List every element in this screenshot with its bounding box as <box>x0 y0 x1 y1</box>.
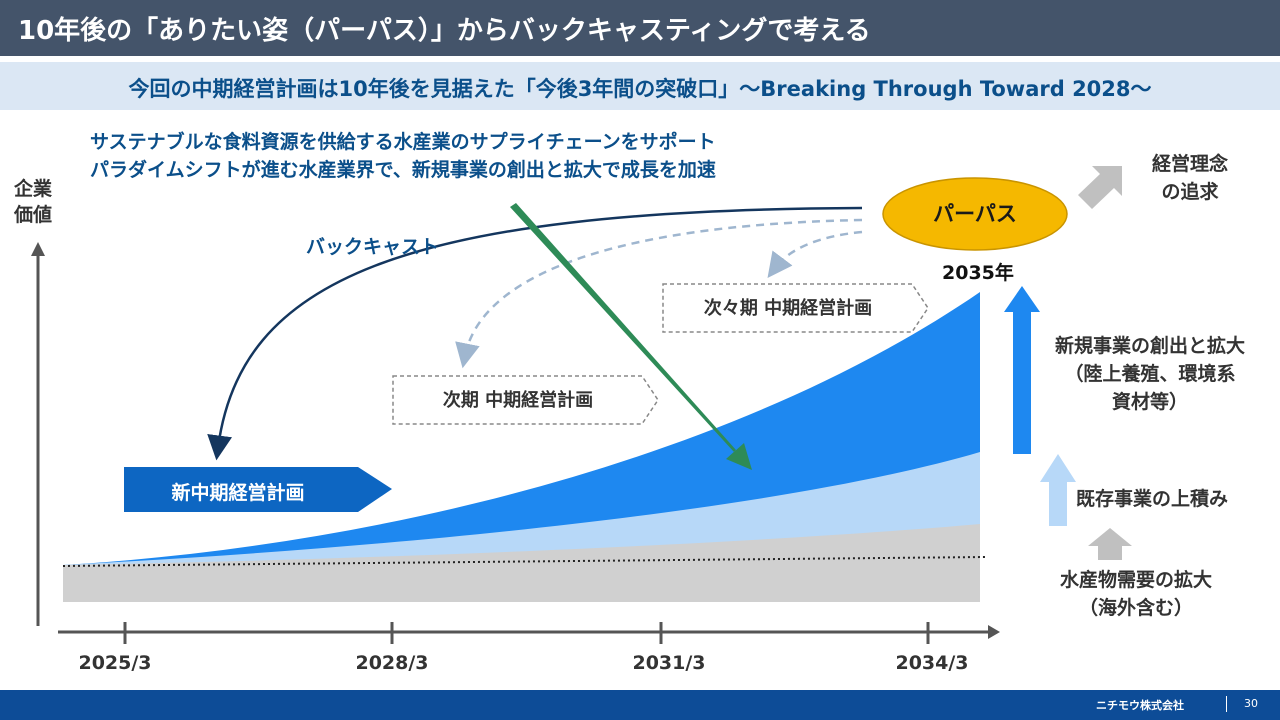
page-title: 10年後の「ありたい姿（パーパス）」からバックキャスティングで考える <box>18 16 871 46</box>
next-plan-box <box>392 375 659 425</box>
vision-statement: サステナブルな食料資源を供給する水産業のサプライチェーンをサポート パラダイムシ… <box>90 128 716 184</box>
page-subtitle: 今回の中期経営計画は10年後を見据えた「今後3年間の突破口」～Breaking … <box>128 77 1152 101</box>
x-tick-label-1: 2025/3 <box>78 652 152 674</box>
new-business-arrow <box>1004 286 1040 454</box>
y-axis-label-line-1: 企業 <box>14 178 53 200</box>
x-tick-label-4: 2034/3 <box>895 652 969 674</box>
philosophy-arrow <box>1078 166 1122 215</box>
x-axis-arrowhead <box>988 625 1000 639</box>
new-business-line-1: 新規事業の創出と拡大 <box>1054 335 1245 357</box>
title-bar: 10年後の「ありたい姿（パーパス）」からバックキャスティングで考える <box>0 0 1280 56</box>
footer-divider <box>1226 696 1227 712</box>
purpose-label: パーパス <box>933 202 1017 226</box>
subtitle-bar: 今回の中期経営計画は10年後を見据えた「今後3年間の突破口」～Breaking … <box>0 62 1280 110</box>
new-business-label: 新規事業の創出と拡大 （陸上養殖、環境系 資材等） <box>1030 332 1270 416</box>
marine-demand-label: 水産物需要の拡大 （海外含む） <box>1036 566 1236 622</box>
next2-plan-label: 次々期 中期経営計画 <box>703 298 873 319</box>
new-plan-banner <box>124 467 392 512</box>
new-business-line-3: 資材等） <box>1111 391 1188 413</box>
year-2035-label: 2035年 <box>942 262 1014 284</box>
baseline-dotted <box>62 556 986 567</box>
philosophy-line-1: 経営理念 <box>1151 153 1228 175</box>
vision-line-2: パラダイムシフトが進む水産業界で、新規事業の創出と拡大で成長を加速 <box>90 159 716 181</box>
footer-bar: ニチモウ株式会社 30 <box>0 690 1280 720</box>
x-tick-label-3: 2031/3 <box>632 652 706 674</box>
base-demand-area <box>63 524 980 602</box>
dashed-arc-inner <box>767 230 863 278</box>
vision-line-1: サステナブルな食料資源を供給する水産業のサプライチェーンをサポート <box>90 131 716 153</box>
x-tick-label-2: 2028/3 <box>355 652 429 674</box>
next2-plan-box <box>662 283 929 333</box>
y-axis-label: 企業 価値 <box>14 176 64 228</box>
company-logo: ニチモウ株式会社 <box>1096 699 1184 712</box>
existing-business-arrow <box>1040 454 1076 526</box>
philosophy-label: 経営理念 の追求 <box>1140 150 1240 206</box>
dashed-arc-outer <box>455 218 863 369</box>
backcast-arc <box>207 206 863 461</box>
new-plan-label: 新中期経営計画 <box>171 482 305 504</box>
marine-demand-arrow <box>1088 528 1132 560</box>
existing-business-label: 既存事業の上積み <box>1076 488 1229 510</box>
backcast-label: バックキャスト <box>306 236 440 258</box>
marine-demand-line-1: 水産物需要の拡大 <box>1059 569 1212 591</box>
green-diagonal-arrow <box>510 203 752 470</box>
new-business-line-2: （陸上養殖、環境系 <box>1064 363 1236 385</box>
philosophy-line-2: の追求 <box>1161 181 1219 203</box>
y-axis-label-line-2: 価値 <box>14 204 53 226</box>
next-plan-label: 次期 中期経営計画 <box>442 390 594 411</box>
y-axis-arrowhead <box>31 242 45 256</box>
page-number: 30 <box>1244 697 1258 710</box>
marine-demand-line-2: （海外含む） <box>1078 597 1193 619</box>
purpose-ellipse <box>882 177 1068 251</box>
